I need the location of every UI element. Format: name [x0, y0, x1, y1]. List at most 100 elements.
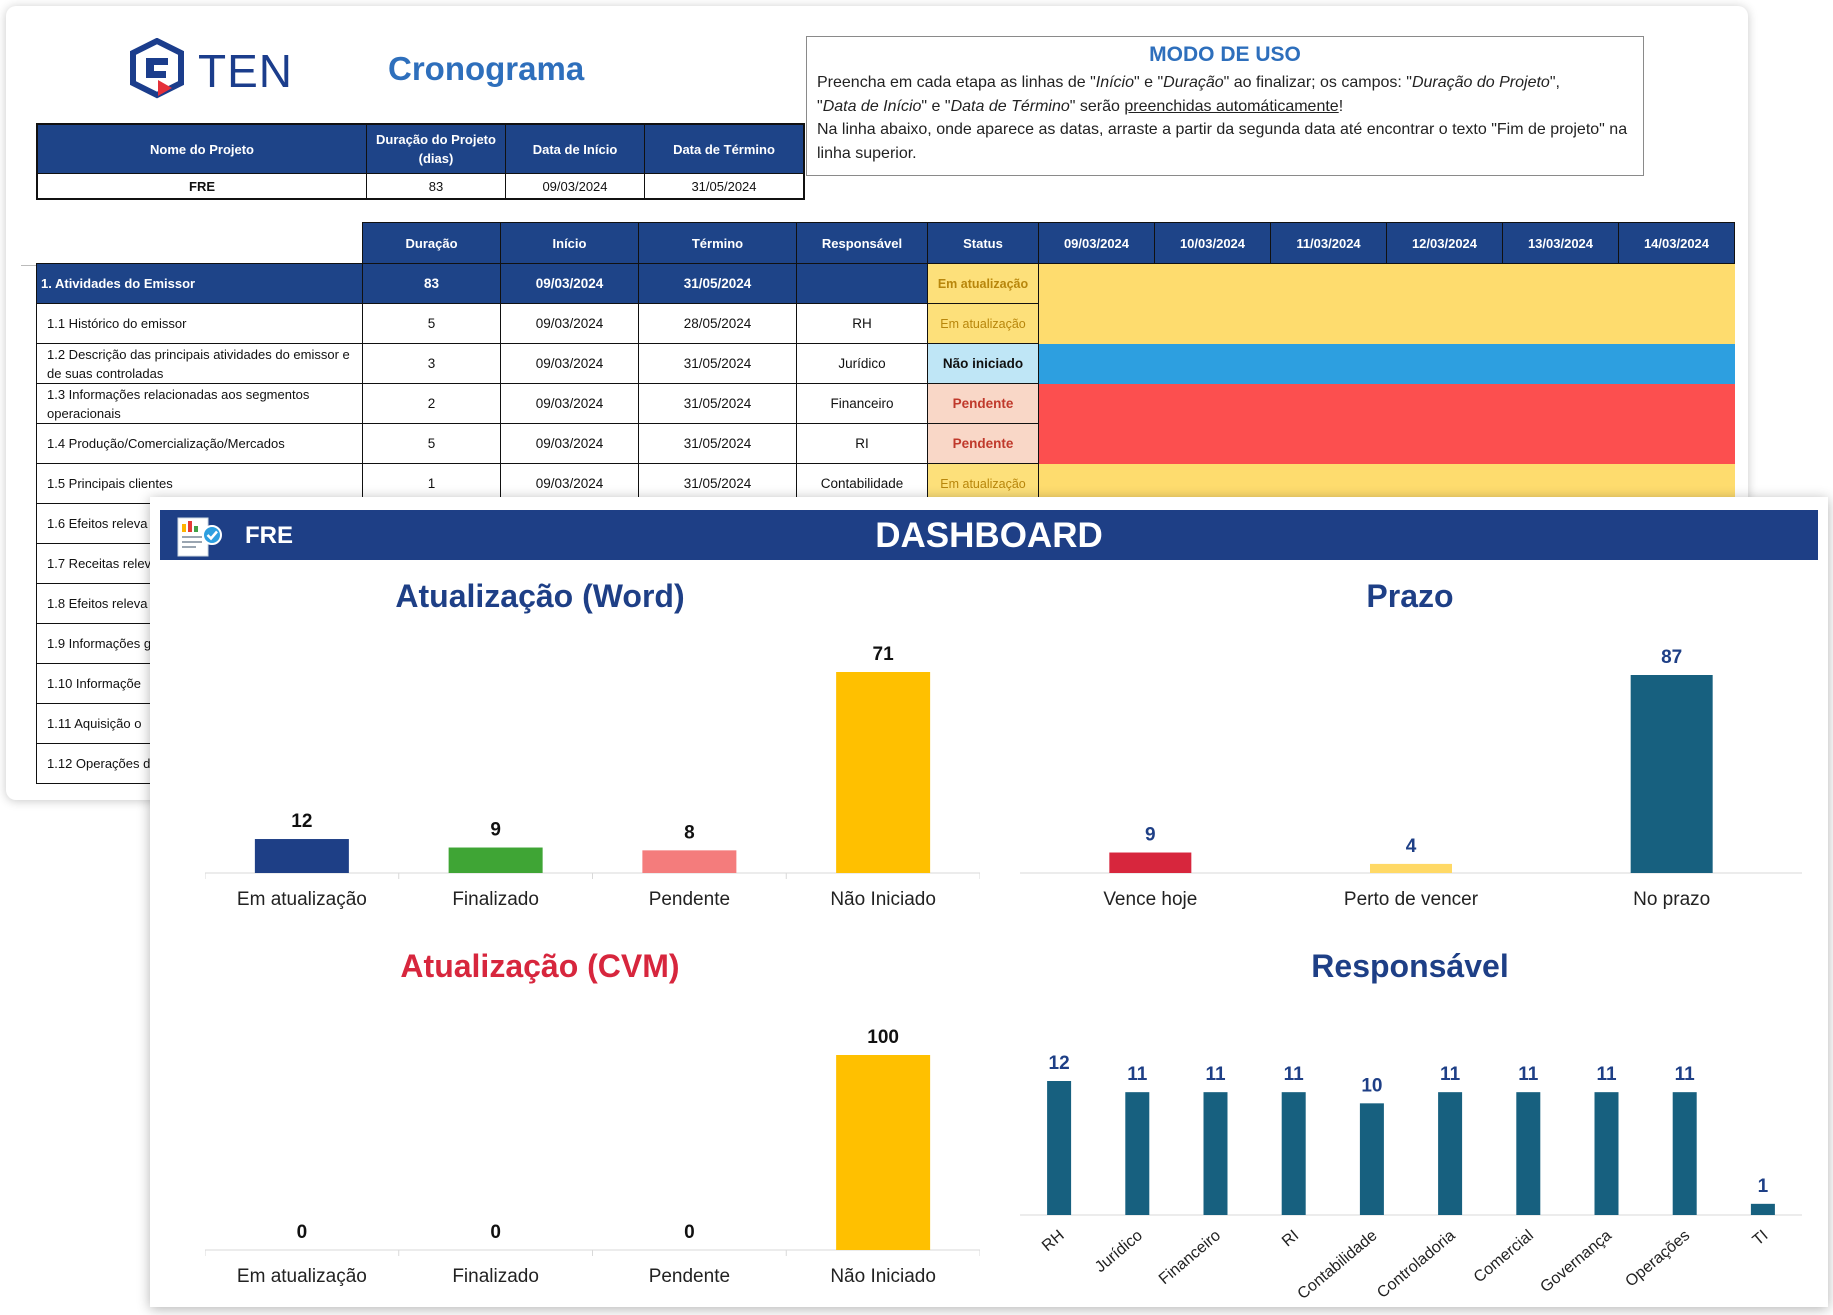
- tick-label-governanca: Governança: [1537, 1227, 1615, 1296]
- task-name[interactable]: 1.1 Histórico do emissor: [36, 303, 363, 344]
- task-responsavel[interactable]: Financeiro: [796, 383, 928, 424]
- task-termino[interactable]: 31/05/2024: [638, 343, 797, 384]
- status-cell[interactable]: Em atualização: [927, 263, 1039, 304]
- data-label-perto-de-vencer: 4: [1406, 836, 1417, 857]
- bar-ri[interactable]: [1281, 1092, 1306, 1215]
- status-cell[interactable]: Pendente: [927, 383, 1039, 424]
- section-duracao[interactable]: 83: [362, 263, 501, 304]
- header-nome-projeto: Nome do Projeto: [36, 123, 367, 174]
- bar-governanca[interactable]: [1594, 1092, 1619, 1215]
- bar-vence-hoje[interactable]: [1109, 852, 1192, 873]
- section-name[interactable]: 1. Atividades do Emissor: [36, 263, 363, 304]
- task-duracao[interactable]: 3: [362, 343, 501, 384]
- task-inicio[interactable]: 09/03/2024: [500, 303, 639, 344]
- task-inicio[interactable]: 09/03/2024: [500, 423, 639, 464]
- gantt-header-status: Status: [927, 222, 1039, 264]
- bar-controladoria[interactable]: [1438, 1092, 1463, 1215]
- data-label-finalizado: 9: [490, 820, 501, 841]
- task-responsavel[interactable]: Jurídico: [796, 343, 928, 384]
- bar-nao-iniciado[interactable]: [836, 672, 931, 873]
- bar-finalizado[interactable]: [448, 847, 543, 873]
- chart-title-prazo: Prazo: [1366, 578, 1454, 614]
- bar-pendente[interactable]: [642, 850, 737, 873]
- cell-data-inicio[interactable]: 09/03/2024: [505, 173, 645, 200]
- report-icon: [177, 517, 222, 557]
- gantt-date-header[interactable]: 13/03/2024: [1502, 222, 1619, 264]
- task-termino[interactable]: 31/05/2024: [638, 383, 797, 424]
- tick-label-nao-iniciado: Não Iniciado: [830, 1266, 936, 1287]
- header-data-termino: Data de Término: [644, 123, 805, 174]
- section-responsavel[interactable]: [796, 263, 928, 304]
- tick-label-operacoes: Operações: [1622, 1227, 1693, 1290]
- tick-label-vence-hoje: Vence hoje: [1103, 889, 1197, 910]
- gantt-bar: [1038, 463, 1735, 504]
- cell-nome-projeto[interactable]: FRE: [36, 173, 367, 200]
- gantt-date-header[interactable]: 09/03/2024: [1038, 222, 1155, 264]
- gantt-date-header[interactable]: 10/03/2024: [1154, 222, 1271, 264]
- data-label-controladoria: 11: [1440, 1064, 1461, 1085]
- gantt-date-header[interactable]: 14/03/2024: [1618, 222, 1735, 264]
- tick-label-contabilidade: Contabilidade: [1295, 1227, 1381, 1302]
- gantt-header-responsavel: Responsável: [796, 222, 928, 264]
- gantt-date-header[interactable]: 12/03/2024: [1386, 222, 1503, 264]
- bar-financeiro[interactable]: [1203, 1092, 1228, 1215]
- bar-contabilidade[interactable]: [1359, 1103, 1384, 1215]
- task-name[interactable]: 1.3 Informações relacionadas aos segment…: [36, 383, 363, 424]
- gantt-header-termino: Término: [638, 222, 797, 264]
- task-duracao[interactable]: 5: [362, 303, 501, 344]
- section-inicio[interactable]: 09/03/2024: [500, 263, 639, 304]
- task-responsavel[interactable]: RI: [796, 423, 928, 464]
- bar-nao-iniciado[interactable]: [836, 1055, 931, 1250]
- data-label-ri: 11: [1284, 1064, 1305, 1085]
- gantt-header-duracao: Duração: [362, 222, 501, 264]
- cell-data-termino[interactable]: 31/05/2024: [644, 173, 805, 200]
- bar-operacoes[interactable]: [1672, 1092, 1697, 1215]
- tick-label-financeiro: Financeiro: [1156, 1227, 1224, 1288]
- chart-prazo: 9 Vence hoje 4 Perto de vencer 87 No prazo: [1020, 627, 1802, 927]
- gantt-bar: [1038, 423, 1735, 464]
- task-inicio[interactable]: 09/03/2024: [500, 343, 639, 384]
- logo-text: TEN: [198, 45, 293, 97]
- status-cell[interactable]: Pendente: [927, 423, 1039, 464]
- page-title: Cronograma: [388, 50, 585, 87]
- bar-rh[interactable]: [1047, 1081, 1072, 1215]
- cell-duracao-projeto[interactable]: 83: [366, 173, 506, 200]
- status-cell[interactable]: Em atualização: [927, 303, 1039, 344]
- gantt-date-header[interactable]: 11/03/2024: [1270, 222, 1387, 264]
- task-duracao[interactable]: 5: [362, 423, 501, 464]
- bar-comercial[interactable]: [1516, 1092, 1541, 1215]
- gantt-bar: [1038, 343, 1735, 384]
- task-name[interactable]: 1.2 Descrição das principais atividades …: [36, 343, 363, 384]
- task-name[interactable]: 1.4 Produção/Comercialização/Mercados: [36, 423, 363, 464]
- status-cell[interactable]: Não iniciado: [927, 343, 1039, 384]
- bar-ti[interactable]: [1750, 1203, 1775, 1215]
- tick-label-em-atualizacao: Em atualização: [237, 889, 367, 910]
- ten-logo: TEN: [128, 34, 313, 104]
- task-responsavel[interactable]: RH: [796, 303, 928, 344]
- data-label-ti: 1: [1758, 1176, 1769, 1197]
- section-termino[interactable]: 31/05/2024: [638, 263, 797, 304]
- chart-atualizacao-word: 12 Em atualização 9 Finalizado 8 Pendente 71 Nã…: [205, 627, 980, 927]
- task-termino[interactable]: 28/05/2024: [638, 303, 797, 344]
- chart-responsavel: 12 RH 11 Jurídico 11 Financeiro 11 RI 10 Contabil…: [1020, 997, 1802, 1302]
- instructions-line-3: Na linha abaixo, onde aparece as datas, …: [817, 121, 1628, 162]
- tick-label-pendente: Pendente: [649, 1266, 730, 1287]
- bar-perto-de-vencer[interactable]: [1370, 863, 1452, 873]
- bar-em-atualizacao[interactable]: [254, 839, 349, 873]
- data-label-operacoes: 11: [1675, 1064, 1696, 1085]
- data-label-finalizado: 0: [490, 1222, 501, 1243]
- c3-svg: 12 RH 11 Jurídico 11 Financeiro 11 RI 10 Contabil…: [1020, 1053, 1802, 1302]
- project-summary-table: Nome do Projeto Duração do Projeto (dias…: [36, 123, 805, 200]
- task-termino[interactable]: 31/05/2024: [638, 423, 797, 464]
- tick-label-ri: RI: [1279, 1227, 1302, 1250]
- chart-atualizacao-cvm: 0 Em atualização 0 Finalizado 0 Pendente 100 Nã…: [205, 997, 980, 1302]
- task-inicio[interactable]: 09/03/2024: [500, 383, 639, 424]
- tick-label-finalizado: Finalizado: [452, 889, 539, 910]
- bar-juridico[interactable]: [1125, 1092, 1150, 1215]
- tick-label-finalizado: Finalizado: [452, 1266, 539, 1287]
- bar-no-prazo[interactable]: [1630, 675, 1713, 873]
- data-label-nao-iniciado: 71: [873, 644, 895, 665]
- dashboard-header: FRE DASHBOARD: [160, 510, 1818, 560]
- ten-logo-icon: [130, 38, 184, 99]
- task-duracao[interactable]: 2: [362, 383, 501, 424]
